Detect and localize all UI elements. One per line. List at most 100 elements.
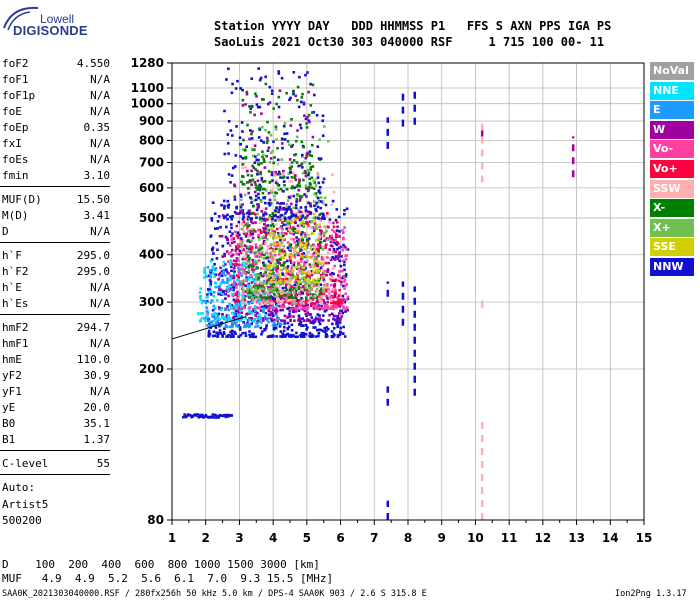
data-point-x+ — [252, 154, 255, 158]
param-row-yf2: yF2 30.9 — [2, 369, 110, 383]
data-point-nnw — [288, 312, 291, 316]
data-point-nnw — [321, 314, 325, 317]
data-point-nnw — [282, 333, 285, 337]
data-point-nnw-sparse — [229, 129, 233, 132]
data-point-w — [328, 313, 331, 317]
param-label: M(D) — [2, 209, 29, 222]
data-point-x-sparse — [311, 143, 314, 147]
data-point-x+ — [315, 287, 319, 291]
data-point-x-sparse — [242, 183, 246, 186]
data-point-nne — [253, 273, 256, 276]
data-point-x-sparse — [307, 113, 311, 117]
data-point-vo+ — [296, 216, 300, 219]
data-point-x- — [287, 296, 291, 299]
data-point-ssw — [322, 286, 325, 290]
data-point-w-sparse — [252, 166, 256, 169]
data-point-ssw — [241, 292, 244, 295]
data-point-x+ — [260, 250, 264, 254]
data-point-nnw — [288, 335, 291, 338]
data-point-x+ — [298, 264, 302, 267]
data-point-nne — [248, 308, 251, 312]
data-point-sse — [283, 267, 287, 271]
data-point-noval — [261, 292, 264, 296]
data-point-vo- — [237, 270, 240, 273]
data-point-x+ — [314, 203, 318, 207]
data-point-nnw — [297, 253, 300, 257]
data-point-x- — [293, 227, 297, 231]
data-point-w — [338, 305, 342, 308]
legend-item-sse: SSE — [650, 238, 694, 257]
data-point-ssw — [325, 214, 328, 218]
data-point-noval — [261, 281, 264, 285]
data-point-nne — [199, 287, 202, 290]
data-point-w — [338, 235, 341, 238]
data-point-nnw — [244, 334, 248, 337]
data-point-w — [219, 288, 223, 292]
data-point-nnw-sparse — [255, 216, 258, 219]
data-point-x- — [269, 296, 272, 300]
data-point-vo- — [335, 304, 338, 307]
data-point-nnw — [290, 329, 294, 332]
data-point-w — [303, 261, 306, 264]
data-point-noval — [297, 208, 301, 212]
data-point-sse — [272, 277, 275, 280]
data-point-nne — [232, 272, 236, 276]
data-point-e — [209, 301, 213, 304]
data-point-w-sparse — [297, 188, 301, 192]
data-point-vo+ — [248, 248, 251, 252]
data-point-nnw — [282, 329, 286, 333]
data-point-e — [206, 311, 210, 315]
data-point-nne — [218, 317, 221, 321]
data-point-nnw — [326, 335, 329, 338]
data-point-x+ — [316, 173, 320, 176]
data-point-e — [243, 325, 246, 328]
data-point-w — [254, 221, 257, 224]
data-point-vo+ — [254, 213, 257, 216]
data-point-x+ — [250, 147, 254, 151]
data-point-vo+ — [316, 264, 320, 268]
data-point-nnw-sparse — [249, 196, 252, 199]
data-point-x- — [294, 296, 298, 300]
data-point-vo- — [334, 239, 337, 242]
data-point-w-sparse — [278, 202, 282, 206]
data-point-vo- — [237, 259, 240, 262]
data-point-x- — [316, 262, 320, 266]
data-point-x- — [290, 161, 294, 164]
data-point-vo+ — [335, 221, 339, 224]
data-point-nnw-sparse — [247, 215, 250, 219]
param-value: N/A — [90, 281, 110, 294]
data-point-nnw-sparse — [239, 87, 242, 90]
data-point-noval — [240, 227, 243, 231]
data-point-nnw — [238, 233, 241, 237]
data-point-w — [276, 232, 280, 235]
data-point-sse — [304, 278, 307, 282]
data-point-ssw — [301, 212, 305, 216]
data-point-nnw — [263, 219, 267, 223]
data-point-nnw — [284, 333, 287, 337]
data-point-x+ — [303, 160, 306, 164]
data-point-nnw — [336, 325, 339, 329]
data-point-e — [266, 318, 269, 322]
data-point-ssw — [274, 223, 278, 226]
data-point-vo+ — [281, 221, 284, 224]
data-point-x-sparse — [296, 99, 299, 102]
data-point-vo+ — [239, 251, 243, 254]
data-point-w — [225, 289, 228, 292]
data-point-e — [228, 325, 232, 329]
data-point-x+ — [274, 262, 277, 265]
data-point-nnw — [264, 304, 267, 308]
data-point-vo+ — [276, 277, 280, 280]
data-point-nnw-sparse — [239, 155, 242, 158]
data-point-ssw — [287, 286, 291, 289]
data-point-x+ — [247, 230, 250, 233]
data-point-nnw — [251, 232, 254, 236]
data-point-e — [211, 324, 214, 327]
data-point-nnw — [300, 334, 303, 337]
data-point-nnw-sparse — [230, 174, 234, 177]
data-point-x+ — [265, 189, 268, 192]
data-point-vo- — [311, 304, 315, 308]
data-point-ssw — [292, 171, 295, 175]
data-point-sse — [315, 239, 318, 242]
data-point-nnw — [276, 201, 279, 205]
data-point-w — [247, 266, 251, 269]
